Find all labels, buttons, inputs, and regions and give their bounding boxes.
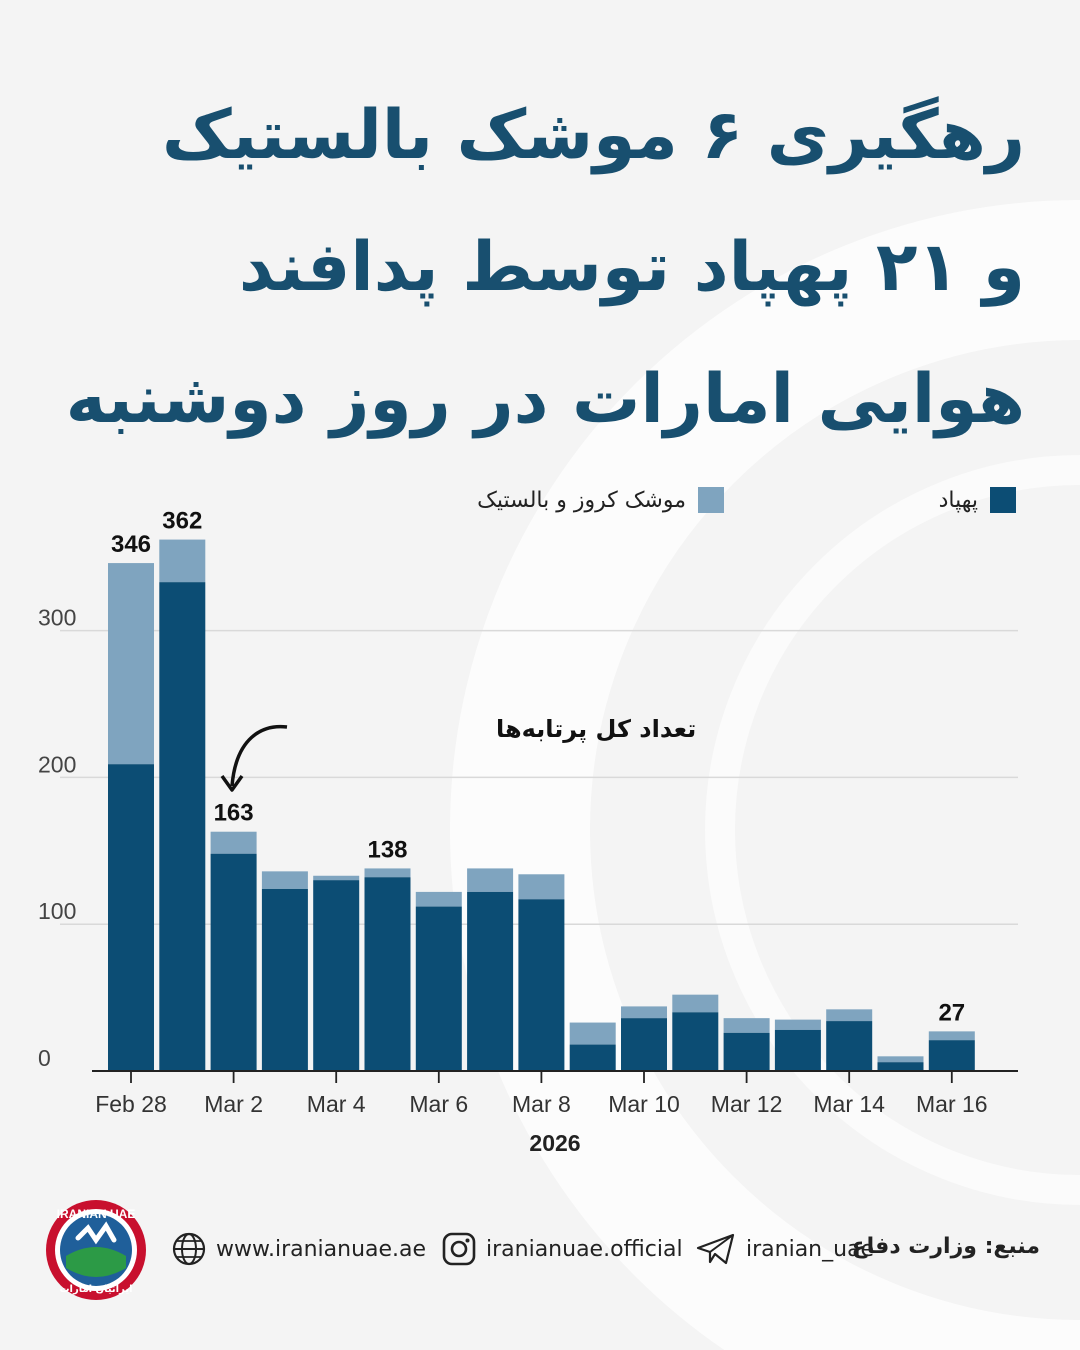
bar-drones-mar-6 [415,906,462,1071]
x-tick-label: Mar 8 [512,1091,571,1117]
x-tick-label: Mar 6 [409,1091,468,1117]
total-labels: 346 362 163 138 27 [111,508,965,1027]
x-tick-label: Mar 2 [204,1091,263,1117]
x-axis-title: 2026 [529,1130,580,1156]
globe-icon [172,1232,206,1266]
bar-drones-mar-4 [313,880,360,1071]
instagram-text: iranianuae.official [486,1236,683,1262]
headline: رهگیری ۶ موشک بالستیک و ۲۱ پهپاد توسط پد… [65,70,1025,466]
total-label: 346 [111,531,151,558]
bar-missiles-mar-6 [415,891,462,907]
total-label: 163 [214,800,254,827]
bar-drones-mar-9 [569,1044,616,1071]
bars [108,539,975,1071]
y-tick-label-200: 200 [38,751,76,777]
website-text: www.iranianuae.ae [216,1236,427,1262]
total-label: 362 [162,508,202,535]
bar-missiles-mar-10 [621,1006,667,1019]
bar-missiles-mar-1 [159,539,206,583]
bar-missiles-mar-15 [877,1056,924,1063]
total-label: 27 [938,999,965,1026]
bar-missiles-mar-8 [518,874,565,900]
annotation-arrow [230,724,288,787]
bar-drones-mar-7 [467,891,514,1071]
legend-swatch-drones [990,487,1016,513]
source-note: منبع: وزارت دفاع [851,1234,1040,1259]
bar-drones-mar-15 [877,1062,924,1071]
telegram-text: iranian_uae [746,1236,875,1262]
x-tick-label: Feb 28 [95,1091,167,1117]
headline-line-1: رهگیری ۶ موشک بالستیک [162,96,1025,175]
bar-missiles-mar-7 [467,868,514,892]
bar-drones-mar-2 [210,853,257,1071]
y-tick-label-0: 0 [38,1045,51,1071]
x-tick-label: Mar 12 [711,1091,783,1117]
bar-drones-mar-3 [261,888,308,1071]
bar-drones-mar-14 [826,1021,873,1071]
bar-drones-mar-5 [364,877,411,1071]
bar-drones-feb-28 [108,764,154,1071]
headline-line-2: و ۲۱ پهپاد توسط پدافند [238,228,1025,307]
bar-drones-mar-10 [621,1018,667,1071]
annotation: تعداد کل پرتابه‌ها [220,715,696,792]
legend-label-drones: پهپاد [938,487,978,513]
bar-drones-mar-12 [723,1032,770,1071]
bar-missiles-mar-5 [364,868,411,878]
legend-label-missiles: موشک کروز و بالستیک [477,487,686,513]
iranian-uae-logo: IRANIAN UAE ایرانیان امارات [46,1200,146,1300]
telegram-icon [696,1233,735,1265]
bar-drones-mar-16 [928,1040,975,1071]
logo-text: IRANIAN UAE [57,1207,136,1221]
x-axis: Feb 28 Mar 2 Mar 4 Mar 6 Mar 8 Mar 10 Mar 12 Ma… [92,1070,1018,1117]
x-tick-label: Mar 4 [307,1091,366,1117]
x-tick-label: Mar 16 [916,1091,988,1117]
y-tick-label-300: 300 [38,605,76,631]
bar-drones-mar-11 [672,1012,719,1071]
telegram-link[interactable]: iranian_uae [696,1232,874,1266]
bar-missiles-mar-14 [826,1009,873,1022]
bar-missiles-mar-9 [569,1022,616,1045]
x-tick-label: Mar 10 [608,1091,680,1117]
bar-missiles-mar-4 [313,875,360,881]
annotation-text: تعداد کل پرتابه‌ها [496,715,696,743]
bar-missiles-mar-2 [210,831,257,854]
bar-missiles-feb-28 [108,563,154,765]
bar-drones-mar-13 [774,1029,821,1071]
bar-drones-mar-8 [518,899,565,1071]
legend-swatch-missiles [698,487,724,513]
gridlines: 0 100 200 300 [38,605,1018,1071]
headline-line-3: هوایی امارات در روز دوشنبه [65,360,1025,439]
bar-drones-mar-1 [159,582,206,1071]
total-label: 138 [367,836,407,863]
bar-missiles-mar-13 [774,1019,821,1030]
bar-missiles-mar-12 [723,1018,770,1033]
instagram-icon [442,1232,476,1266]
y-tick-label-100: 100 [38,898,76,924]
stacked-bar-chart: 0 100 200 300 Feb 28 Mar 2 Mar 4 Mar 6 Mar 8 Mar… [38,508,1018,1156]
instagram-link[interactable]: iranianuae.official [442,1232,683,1266]
legend-drones: پهپاد [939,482,1016,518]
footer: IRANIAN UAE ایرانیان امارات www.iranianu… [0,1196,1080,1306]
legend-missiles: موشک کروز و بالستیک [477,482,724,518]
x-tick-label: Mar 14 [813,1091,885,1117]
logo-subtext: ایرانیان امارات [59,1284,132,1295]
annotation-arrow-head [220,774,244,792]
bar-missiles-mar-16 [928,1031,975,1041]
bar-missiles-mar-11 [672,994,719,1013]
website-link[interactable]: www.iranianuae.ae [172,1232,426,1266]
bar-missiles-mar-3 [261,871,308,889]
